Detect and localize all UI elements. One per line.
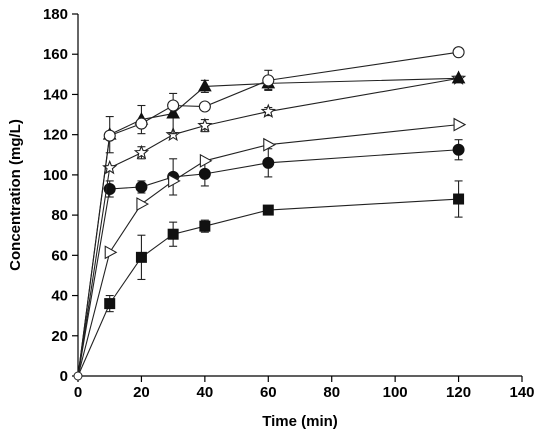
data-point bbox=[73, 371, 83, 381]
data-point bbox=[199, 220, 211, 232]
axes: 0 20 40 60 80 100 120 140 0 20 40 60 80 100 120 140 160 1… bbox=[43, 6, 535, 401]
series-layer bbox=[73, 46, 467, 381]
data-point bbox=[263, 137, 276, 152]
series-triangle-up-filled bbox=[77, 70, 466, 377]
y-tick-label: 140 bbox=[43, 86, 68, 103]
series-line bbox=[77, 198, 459, 377]
y-axis-title: Concentration (mg/L) bbox=[7, 119, 24, 271]
data-point bbox=[167, 228, 179, 240]
data-point bbox=[262, 74, 275, 87]
data-point bbox=[133, 144, 150, 160]
series-triangle-right-open bbox=[77, 117, 467, 377]
data-point bbox=[136, 197, 150, 211]
y-tick-label: 0 bbox=[60, 368, 68, 385]
x-tick-label: 40 bbox=[197, 384, 214, 401]
data-point bbox=[167, 99, 180, 112]
x-tick-label: 100 bbox=[383, 384, 408, 401]
y-tick-label: 100 bbox=[43, 167, 68, 184]
data-point bbox=[262, 204, 274, 216]
data-point bbox=[452, 46, 465, 59]
data-point bbox=[199, 153, 213, 168]
data-point bbox=[451, 70, 466, 84]
x-tick-label: 140 bbox=[509, 384, 534, 401]
data-point bbox=[453, 193, 465, 205]
data-point bbox=[198, 167, 211, 180]
data-point bbox=[452, 143, 465, 156]
y-tick-label: 40 bbox=[51, 288, 68, 305]
x-tick-label: 80 bbox=[323, 384, 340, 401]
data-point bbox=[135, 117, 148, 130]
x-tick-label: 0 bbox=[74, 384, 82, 401]
x-axis-title: Time (min) bbox=[262, 413, 338, 430]
y-tick-label: 80 bbox=[51, 207, 68, 224]
data-point bbox=[104, 245, 118, 260]
data-point bbox=[260, 103, 276, 119]
series-star-open bbox=[77, 70, 467, 377]
x-tick-label: 20 bbox=[133, 384, 150, 401]
data-point bbox=[198, 78, 212, 92]
y-tick-label: 120 bbox=[43, 127, 68, 144]
y-tick-label: 160 bbox=[43, 46, 68, 63]
y-tick-label: 20 bbox=[51, 328, 68, 345]
data-point bbox=[103, 129, 116, 142]
data-point bbox=[135, 180, 148, 193]
data-point bbox=[166, 106, 180, 119]
data-point bbox=[168, 173, 181, 188]
x-tick-label: 120 bbox=[446, 384, 471, 401]
y-tick-label: 60 bbox=[51, 247, 68, 264]
series-circle-filled bbox=[77, 139, 465, 377]
series-circle-open bbox=[77, 46, 465, 377]
series-line bbox=[77, 77, 459, 377]
data-point bbox=[102, 159, 118, 175]
data-point bbox=[453, 117, 467, 132]
y-tick-label: 180 bbox=[43, 6, 68, 23]
data-point bbox=[197, 117, 213, 133]
series-line bbox=[77, 149, 459, 377]
series-square-filled bbox=[77, 180, 465, 377]
data-point bbox=[262, 156, 275, 169]
data-point bbox=[104, 298, 116, 310]
data-point bbox=[198, 100, 211, 113]
x-tick-label: 60 bbox=[260, 384, 277, 401]
data-point bbox=[135, 251, 147, 263]
origin-point bbox=[73, 371, 83, 381]
